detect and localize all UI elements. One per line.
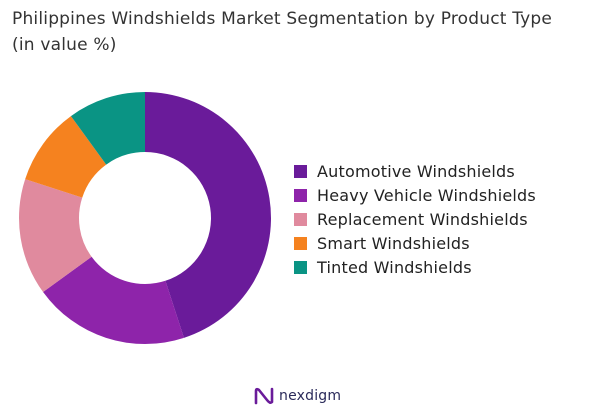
nexdigm-logo-icon (254, 387, 274, 405)
legend-label-tinted: Tinted Windshields (317, 257, 472, 277)
brand-name: nexdigm (279, 388, 342, 404)
legend-label-heavy-vehicle: Heavy Vehicle Windshields (317, 185, 536, 205)
donut-slice-smart-windshields (25, 116, 107, 198)
legend-item-tinted: Tinted Windshields (294, 255, 536, 279)
legend-label-smart: Smart Windshields (317, 233, 470, 253)
legend-swatch-heavy-vehicle (294, 188, 307, 202)
legend-item-automotive: Automotive Windshields (294, 159, 536, 183)
donut-slice-tinted-windshields (70, 92, 145, 165)
legend-swatch-smart (294, 236, 307, 250)
legend-item-smart: Smart Windshields (294, 231, 536, 255)
legend-label-automotive: Automotive Windshields (317, 161, 515, 181)
chart-legend: Automotive Windshields Heavy Vehicle Win… (294, 159, 536, 279)
legend-swatch-replacement (294, 212, 307, 226)
donut-slice-heavy-vehicle-windshields (43, 256, 184, 345)
chart-title: Philippines Windshields Market Segmentat… (12, 9, 553, 55)
legend-item-replacement: Replacement Windshields (294, 207, 536, 231)
legend-swatch-tinted (294, 260, 307, 274)
legend-label-replacement: Replacement Windshields (317, 209, 528, 229)
donut-slice-replacement-windshields (18, 179, 92, 293)
donut-slice-automotive-windshields (145, 91, 272, 338)
legend-item-heavy-vehicle: Heavy Vehicle Windshields (294, 183, 536, 207)
brand-logo: nexdigm (253, 385, 341, 407)
legend-swatch-automotive (294, 164, 307, 178)
